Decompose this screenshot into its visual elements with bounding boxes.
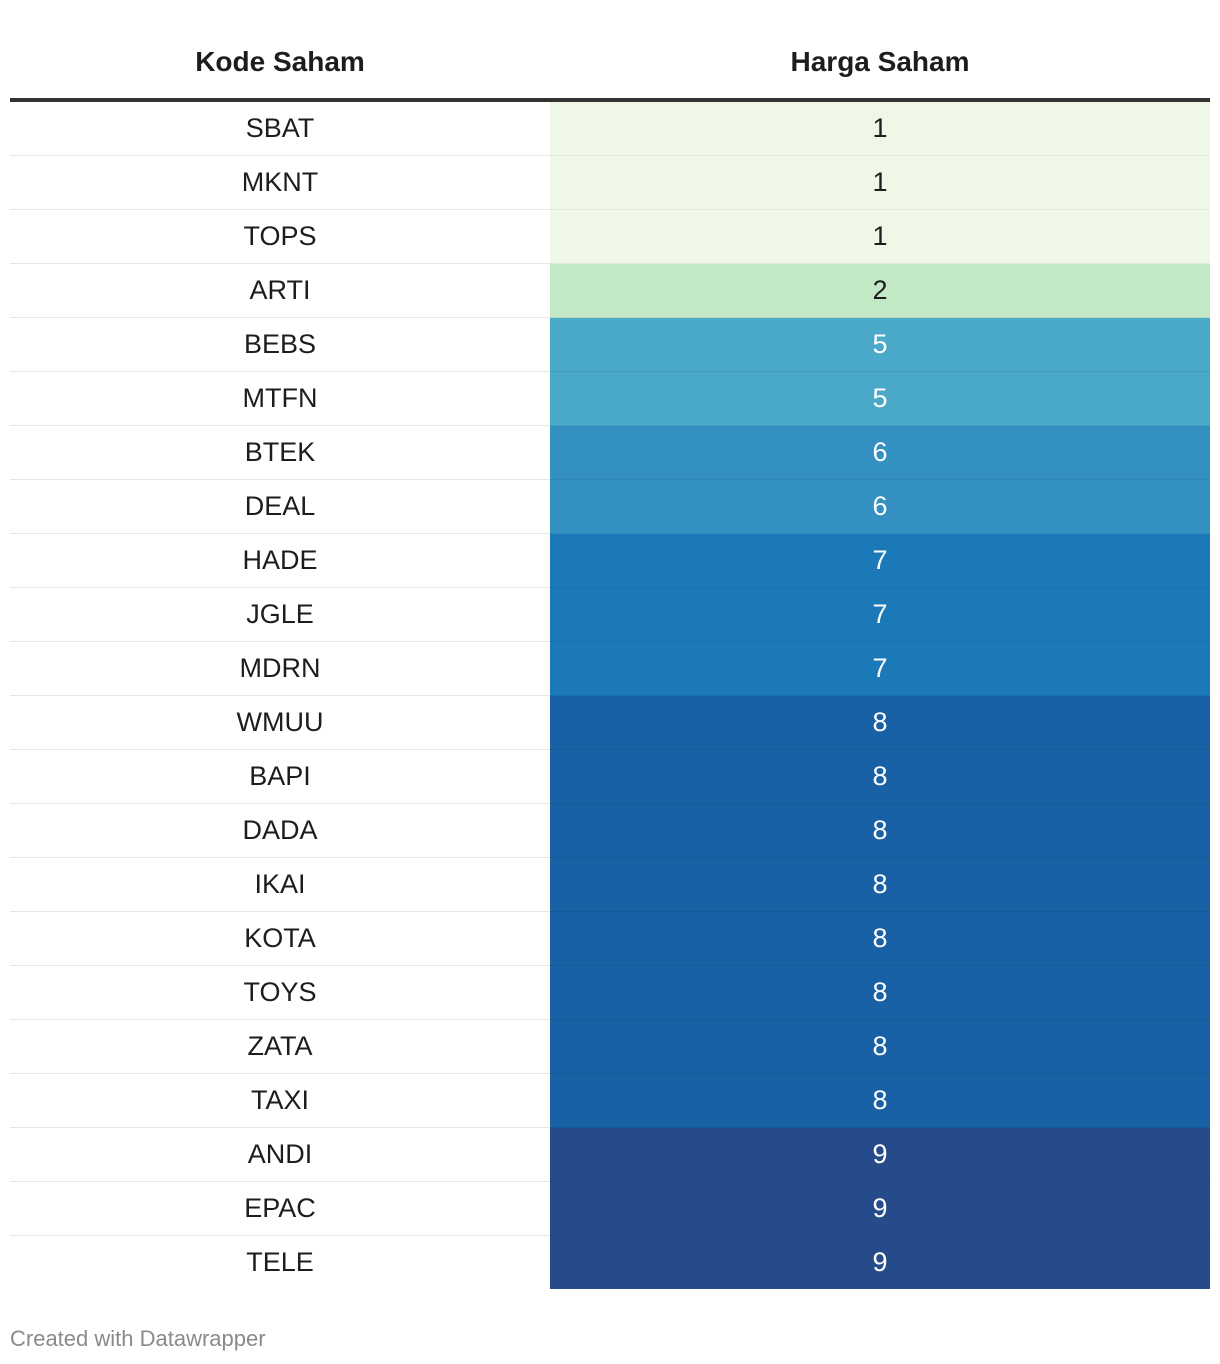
cell-harga-saham: 8 <box>550 695 1210 750</box>
table-body: SBAT 1 MKNT 1 TOPS 1 ARTI 2 BEBS 5 MTFN 5 BTEK 6 DEAL 6… <box>10 100 1210 1289</box>
table-row: EPAC 9 <box>10 1181 1210 1236</box>
table-row: KOTA 8 <box>10 911 1210 966</box>
cell-kode-saham: TELE <box>246 1247 314 1277</box>
cell-kode-saham: MKNT <box>10 155 550 210</box>
cell-harga-saham: 7 <box>550 587 1210 642</box>
table-row: ANDI 9 <box>10 1127 1210 1182</box>
cell-kode-saham: BTEK <box>10 425 550 480</box>
table-row: DADA 8 <box>10 803 1210 858</box>
table-row: TAXI 8 <box>10 1073 1210 1128</box>
cell-harga-saham: 8 <box>550 803 1210 858</box>
cell-harga-saham: 9 <box>550 1181 1210 1236</box>
column-header-kode-saham[interactable]: Kode Saham <box>10 26 550 102</box>
cell-harga-saham: 1 <box>550 100 1210 156</box>
cell-kode-saham: ARTI <box>10 263 550 318</box>
cell-kode-saham: EPAC <box>10 1181 550 1236</box>
cell-harga-saham: 2 <box>550 263 1210 318</box>
cell-kode-saham: TOPS <box>10 209 550 264</box>
table-row: BTEK 6 <box>10 425 1210 480</box>
cell-harga-saham: 1 <box>550 209 1210 264</box>
cell-kode-saham: TOYS <box>10 965 550 1020</box>
cell-kode-saham: WMUU <box>10 695 550 750</box>
cell-harga-saham: 6 <box>550 425 1210 480</box>
column-header-harga-saham[interactable]: Harga Saham <box>550 26 1210 102</box>
cell-harga-saham: 8 <box>550 1019 1210 1074</box>
cell-kode-saham: BAPI <box>10 749 550 804</box>
cell-harga-saham: 5 <box>550 371 1210 426</box>
cell-kode-saham: HADE <box>10 533 550 588</box>
cell-harga-saham: 6 <box>550 479 1210 534</box>
cell-kode-saham: TAXI <box>10 1073 550 1128</box>
data-table-container: Kode Saham Harga Saham SBAT 1 MKNT 1 TOPS 1 AR… <box>10 26 1210 1289</box>
header-row: Kode Saham Harga Saham <box>10 26 1210 102</box>
table-row: DEAL 6 <box>10 479 1210 534</box>
table-row: IKAI 8 <box>10 857 1210 912</box>
cell-kode-saham: KOTA <box>10 911 550 966</box>
cell-harga-saham: 7 <box>550 641 1210 696</box>
cell-kode-saham: IKAI <box>10 857 550 912</box>
table-row: ZATA 8 <box>10 1019 1210 1074</box>
cell-kode-saham: ZATA <box>10 1019 550 1074</box>
table-row: MDRN 7 <box>10 641 1210 696</box>
cell-harga-saham: 8 <box>550 857 1210 912</box>
table-row: WMUU 8 <box>10 695 1210 750</box>
table-row: BAPI 8 <box>10 749 1210 804</box>
table-row: HADE 7 <box>10 533 1210 588</box>
datawrapper-credit: Created with Datawrapper <box>10 1326 266 1351</box>
cell-harga-saham: 8 <box>550 911 1210 966</box>
cell-kode-saham: MTFN <box>10 371 550 426</box>
cell-kode-saham: SBAT <box>10 100 550 156</box>
cell-harga-saham: 7 <box>550 533 1210 588</box>
table-row: MKNT 1 <box>10 155 1210 210</box>
table-row: SBAT 1 <box>10 100 1210 156</box>
cell-harga-saham: 8 <box>550 1073 1210 1128</box>
cell-harga-saham: 8 <box>550 749 1210 804</box>
table-row: ARTI 2 <box>10 263 1210 318</box>
cell-kode-saham: BEBS <box>10 317 550 372</box>
cell-kode-saham: DADA <box>10 803 550 858</box>
cell-kode-saham: JGLE <box>10 587 550 642</box>
cell-harga-saham: 5 <box>550 317 1210 372</box>
cell-kode-saham: DEAL <box>10 479 550 534</box>
table-row: TOYS 8 <box>10 965 1210 1020</box>
table-header: Kode Saham Harga Saham <box>10 26 1210 102</box>
table-row: TOPS 1 <box>10 209 1210 264</box>
cell-kode-saham: MDRN <box>10 641 550 696</box>
table-row: MTFN 5 <box>10 371 1210 426</box>
cell-harga-saham: 9 <box>550 1127 1210 1182</box>
table-row: BEBS 5 <box>10 317 1210 372</box>
cell-harga-saham: 8 <box>550 965 1210 1020</box>
table-row: JGLE 7 <box>10 587 1210 642</box>
cell-harga-saham: 9 <box>550 1235 1210 1289</box>
cell-harga-saham: 1 <box>550 155 1210 210</box>
cell-kode-saham: ANDI <box>10 1127 550 1182</box>
table-row: TELE 9 <box>10 1235 1210 1289</box>
stock-price-table: Kode Saham Harga Saham SBAT 1 MKNT 1 TOPS 1 AR… <box>10 26 1210 1289</box>
